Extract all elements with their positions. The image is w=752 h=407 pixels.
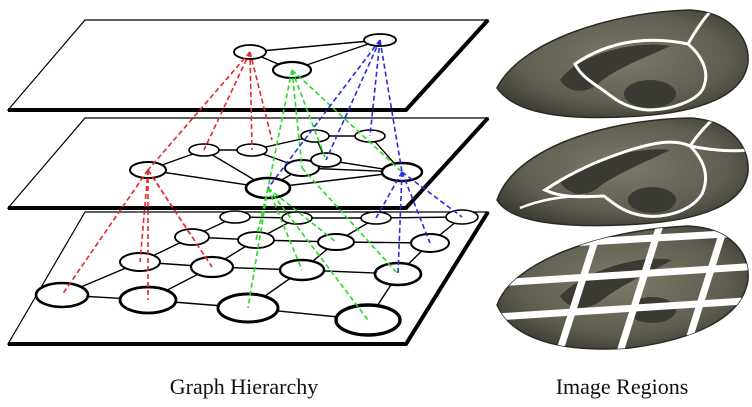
graph-node [238,232,274,248]
graph-node [36,283,88,307]
graph-node [375,263,421,285]
image-region-fine [480,225,752,352]
graph-node [336,305,400,335]
graph-node [220,211,250,223]
layer-top [8,20,488,110]
caption-graph-hierarchy: Graph Hierarchy [170,374,318,399]
caption-image-regions: Image Regions [556,374,689,399]
layer-middle [8,118,488,208]
image-region-coarse [497,10,748,118]
graph-node [282,212,312,224]
image-region-medium [497,118,748,226]
layer-bottom [8,210,488,344]
graph-node [318,234,354,250]
